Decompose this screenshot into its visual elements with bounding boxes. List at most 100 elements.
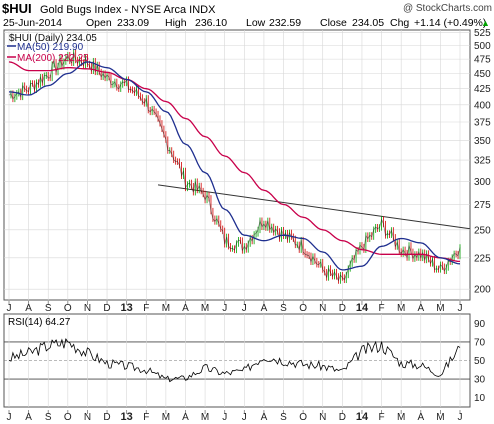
legend: $HUI (Daily) 234.05 MA(50) 219.90 MA(200… bbox=[7, 33, 97, 64]
x-tick-label: S bbox=[45, 303, 52, 314]
rsi-label: RSI(14) 64.27 bbox=[8, 317, 71, 328]
x-tick-label: M bbox=[397, 412, 405, 423]
x-tick-label: M bbox=[201, 412, 209, 423]
x-tick-label: S bbox=[45, 412, 52, 423]
low-value: 232.59 bbox=[269, 17, 301, 29]
x-tick-label: A bbox=[182, 303, 189, 314]
trendline bbox=[157, 184, 471, 230]
x-tick-label: M bbox=[162, 303, 170, 314]
low-label: Low bbox=[246, 17, 266, 29]
x-tick-label: J bbox=[7, 303, 12, 314]
close-label: Close bbox=[320, 17, 347, 29]
x-axis-rsi: J A S O N D 13 F M A M J J A S O N D 14 F M A M J bbox=[7, 410, 463, 423]
x-tick-label: M bbox=[436, 303, 444, 314]
price-y-tick: 200 bbox=[474, 285, 491, 296]
up-arrow-icon: ▲ bbox=[481, 18, 490, 28]
x-tick-label: A bbox=[25, 303, 32, 314]
x-tick-label: J bbox=[222, 303, 227, 314]
x-tick-label: O bbox=[299, 412, 307, 423]
price-y-tick: 450 bbox=[474, 69, 491, 80]
x-tick-label: J bbox=[222, 412, 227, 423]
index-name-label: Gold Bugs Index - NYSE Arca INDX bbox=[40, 4, 216, 16]
price-y-tick: 375 bbox=[474, 117, 491, 128]
x-tick-label: O bbox=[64, 303, 72, 314]
open-label: Open bbox=[86, 17, 112, 29]
x-tick-label: J bbox=[7, 412, 12, 423]
x-tick-label: J bbox=[458, 303, 463, 314]
x-tick-label: 13 bbox=[121, 302, 133, 314]
x-tick-label: D bbox=[103, 303, 110, 314]
x-tick-label: D bbox=[103, 412, 110, 423]
price-y-tick: 250 bbox=[474, 225, 491, 236]
x-tick-label: N bbox=[319, 303, 326, 314]
high-label: High bbox=[165, 17, 187, 29]
price-y-tick: 500 bbox=[474, 41, 491, 52]
legend-ma50: MA(50) 219.90 bbox=[17, 42, 84, 53]
x-tick-label: A bbox=[182, 412, 189, 423]
price-y-tick: 275 bbox=[474, 200, 491, 211]
price-y-tick: 425 bbox=[474, 84, 491, 95]
watermark-label: @ StockCharts.com bbox=[403, 3, 492, 14]
price-y-tick: 225 bbox=[474, 253, 491, 264]
x-tick-label: A bbox=[261, 412, 268, 423]
chg-value: +1.14 (+0.49%) bbox=[414, 17, 486, 29]
price-y-tick: 325 bbox=[474, 156, 491, 167]
rsi-series-line bbox=[8, 338, 461, 383]
price-y-tick: 350 bbox=[474, 136, 491, 147]
price-y-tick: 300 bbox=[474, 177, 491, 188]
date-label: 25-Jun-2014 bbox=[3, 17, 62, 29]
legend-price: $HUI (Daily) 234.05 bbox=[9, 33, 97, 44]
rsi-y-tick: 50 bbox=[474, 356, 486, 367]
symbol-label: $HUI bbox=[2, 1, 32, 16]
x-tick-label: 13 bbox=[121, 411, 133, 423]
x-tick-label: N bbox=[319, 412, 326, 423]
close-value: 234.05 bbox=[352, 17, 384, 29]
x-tick-label: J bbox=[242, 412, 247, 423]
x-tick-label: S bbox=[280, 412, 287, 423]
x-tick-label: F bbox=[379, 303, 385, 314]
x-tick-label: F bbox=[143, 303, 149, 314]
ma50-line bbox=[8, 61, 461, 271]
price-panel bbox=[3, 29, 471, 301]
x-tick-label: J bbox=[458, 412, 463, 423]
x-tick-label: M bbox=[162, 412, 170, 423]
price-marks bbox=[8, 49, 471, 284]
rsi-y-tick: 10 bbox=[474, 393, 486, 404]
x-tick-label: S bbox=[280, 303, 287, 314]
x-tick-label: D bbox=[339, 412, 346, 423]
chg-label: Chg bbox=[390, 17, 409, 29]
price-y-tick: 525 bbox=[474, 28, 491, 39]
high-value: 236.10 bbox=[195, 17, 227, 29]
rsi-y-axis: 90 70 50 30 10 bbox=[474, 319, 486, 404]
x-tick-label: M bbox=[397, 303, 405, 314]
rsi-y-tick: 90 bbox=[474, 319, 486, 330]
x-tick-label: N bbox=[84, 412, 91, 423]
x-tick-label: A bbox=[417, 412, 424, 423]
rsi-grid bbox=[4, 314, 470, 407]
ma200-line bbox=[8, 61, 461, 263]
x-tick-label: O bbox=[64, 412, 72, 423]
x-tick-label: J bbox=[242, 303, 247, 314]
x-tick-label: 14 bbox=[356, 302, 369, 314]
x-tick-label: F bbox=[143, 412, 149, 423]
x-tick-label: M bbox=[436, 412, 444, 423]
rsi-y-tick: 70 bbox=[474, 337, 486, 348]
x-tick-label: A bbox=[25, 412, 32, 423]
x-tick-label: F bbox=[379, 412, 385, 423]
legend-ma200: MA(200) 222.25 bbox=[17, 53, 89, 64]
x-tick-label: 14 bbox=[356, 411, 369, 423]
x-tick-label: A bbox=[417, 303, 424, 314]
x-tick-label: O bbox=[299, 303, 307, 314]
x-tick-label: M bbox=[201, 303, 209, 314]
rsi-marks bbox=[8, 338, 461, 383]
price-y-axis: 525 500 475 450 425 400 375 350 325 300 275 250 225 2… bbox=[474, 28, 491, 296]
x-tick-label: N bbox=[84, 303, 91, 314]
price-y-tick: 400 bbox=[474, 100, 491, 111]
x-tick-label: A bbox=[261, 303, 268, 314]
x-tick-label: D bbox=[339, 303, 346, 314]
x-axis-price: J A S O N D 13 F M A M J J A S O N D 14 F M A M J bbox=[7, 301, 463, 314]
open-value: 233.09 bbox=[117, 17, 149, 29]
price-grid bbox=[4, 30, 470, 300]
rsi-y-tick: 30 bbox=[474, 375, 486, 386]
